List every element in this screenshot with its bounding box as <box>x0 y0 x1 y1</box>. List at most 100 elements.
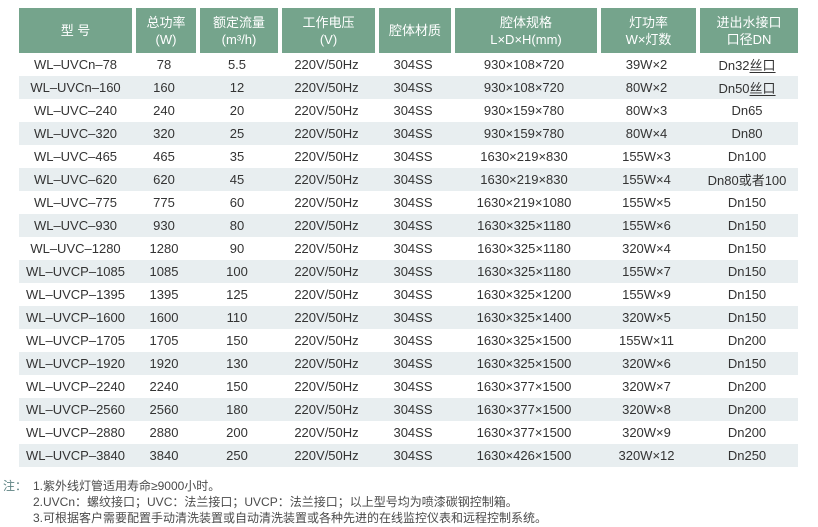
material-cell: 304SS <box>393 172 433 187</box>
dn-cell: Dn200 <box>696 329 798 352</box>
spec-cell: 1630×325×1180 <box>477 264 571 279</box>
table-row: WL–UVCP–1085 1085 100 220V/50Hz 304SS 16… <box>19 260 798 283</box>
material-cell: 304SS <box>393 425 433 440</box>
header-lamp-power: 灯功率 W×灯数 <box>597 8 696 53</box>
model-cell: WL–UVCn–160 <box>30 80 121 95</box>
model-cell: WL–UVC–775 <box>33 195 118 210</box>
power-cell: 1395 <box>149 287 179 302</box>
dn-cell: Dn80 <box>696 122 798 145</box>
table-row: WL–UVC–465 465 35 220V/50Hz 304SS 1630×2… <box>19 145 798 168</box>
voltage-cell: 220V/50Hz <box>294 425 359 440</box>
flow-cell: 12 <box>229 80 245 95</box>
voltage-cell: 220V/50Hz <box>294 264 359 279</box>
power-cell: 930 <box>153 218 175 233</box>
material-cell: 304SS <box>393 379 433 394</box>
power-cell: 320 <box>153 126 175 141</box>
dn-cell: Dn150 <box>696 283 798 306</box>
model-cell: WL–UVC–930 <box>33 218 118 233</box>
flow-cell: 5.5 <box>227 57 247 72</box>
dn-cell: Dn200 <box>696 375 798 398</box>
model-cell: WL–UVCP–1705 <box>26 333 125 348</box>
header-voltage-unit: (V) <box>319 31 338 47</box>
spec-cell: 1630×325×1180 <box>477 241 571 256</box>
voltage-cell: 220V/50Hz <box>294 149 359 164</box>
lamp-cell: 320W×5 <box>622 310 671 325</box>
dn-value: Dn50 <box>718 81 750 96</box>
dn-value: Dn80 <box>731 126 763 141</box>
model-cell: WL–UVCP–3840 <box>26 448 125 463</box>
dn-value: Dn150 <box>727 218 767 233</box>
lamp-cell: 80W×4 <box>625 126 668 141</box>
material-cell: 304SS <box>393 241 433 256</box>
spec-cell: 1630×377×1500 <box>476 425 572 440</box>
voltage-cell: 220V/50Hz <box>294 241 359 256</box>
table-row: WL–UVC–775 775 60 220V/50Hz 304SS 1630×2… <box>19 191 798 214</box>
footnotes: 注： 1.紫外线灯管适用寿命≥9000小时。 2.UVCn：螺纹接口；UVC：法… <box>3 479 813 527</box>
dn-cell: Dn32丝口 <box>696 53 798 76</box>
power-cell: 465 <box>153 149 175 164</box>
flow-cell: 90 <box>229 241 245 256</box>
table-row: WL–UVCP–2560 2560 180 220V/50Hz 304SS 16… <box>19 398 798 421</box>
material-cell: 304SS <box>393 195 433 210</box>
voltage-cell: 220V/50Hz <box>294 333 359 348</box>
model-cell: WL–UVCP–1085 <box>26 264 125 279</box>
model-cell: WL–UVCP–1600 <box>26 310 125 325</box>
table-row: WL–UVCP–2240 2240 150 220V/50Hz 304SS 16… <box>19 375 798 398</box>
lamp-cell: 155W×6 <box>622 218 671 233</box>
model-cell: WL–UVCP–1920 <box>26 356 125 371</box>
model-cell: WL–UVC–465 <box>33 149 118 164</box>
dn-value: Dn150 <box>727 241 767 256</box>
model-cell: WL–UVCn–78 <box>33 57 118 72</box>
notes-label: 注： <box>3 479 28 493</box>
flow-cell: 180 <box>226 402 248 417</box>
spec-table-body: WL–UVCn–78 78 5.5 220V/50Hz 304SS 930×10… <box>19 53 798 467</box>
header-chamber-size-label: 腔体规格 <box>499 14 552 30</box>
dn-cell: Dn150 <box>696 260 798 283</box>
material-cell: 304SS <box>393 126 433 141</box>
model-cell: WL–UVCP–2560 <box>26 402 125 417</box>
spec-cell: 1630×325×1400 <box>476 310 572 325</box>
voltage-cell: 220V/50Hz <box>294 126 359 141</box>
power-cell: 1920 <box>149 356 179 371</box>
table-row: WL–UVC–240 240 20 220V/50Hz 304SS 930×15… <box>19 99 798 122</box>
spec-cell: 1630×325×1180 <box>477 218 571 233</box>
spec-cell: 930×108×720 <box>483 80 565 95</box>
model-cell: WL–UVC–1280 <box>30 241 121 256</box>
table-row: WL–UVCP–1600 1600 110 220V/50Hz 304SS 16… <box>19 306 798 329</box>
table-row: WL–UVCn–78 78 5.5 220V/50Hz 304SS 930×10… <box>19 53 798 76</box>
dn-cell: Dn80或者100 <box>696 168 798 191</box>
power-cell: 1600 <box>149 310 179 325</box>
header-material-label: 腔体材质 <box>388 23 441 38</box>
voltage-cell: 220V/50Hz <box>294 172 359 187</box>
lamp-cell: 320W×9 <box>622 425 671 440</box>
dn-value: Dn250 <box>727 448 767 463</box>
dn-cell: Dn200 <box>696 398 798 421</box>
voltage-cell: 220V/50Hz <box>294 310 359 325</box>
dn-cell: Dn150 <box>696 237 798 260</box>
dn-value: Dn32 <box>718 58 750 73</box>
spec-cell: 1630×377×1500 <box>476 379 572 394</box>
material-cell: 304SS <box>393 103 433 118</box>
header-port-dn-unit: 口径DN <box>726 31 772 47</box>
table-row: WL–UVCP–2880 2880 200 220V/50Hz 304SS 16… <box>19 421 798 444</box>
spec-cell: 1630×219×1080 <box>476 195 572 210</box>
spec-cell: 930×159×780 <box>483 103 565 118</box>
spec-cell: 1630×325×1500 <box>476 356 572 371</box>
dn-value: Dn200 <box>727 425 767 440</box>
flow-cell: 20 <box>229 103 245 118</box>
flow-cell: 150 <box>226 333 248 348</box>
header-rated-flow: 额定流量 (m³/h) <box>196 8 278 53</box>
header-model-label: 型 号 <box>60 23 91 38</box>
voltage-cell: 220V/50Hz <box>294 57 359 72</box>
lamp-cell: 80W×2 <box>625 80 668 95</box>
lamp-cell: 155W×3 <box>622 149 671 164</box>
header-total-power: 总功率 (W) <box>132 8 196 53</box>
dn-cell: Dn65 <box>696 99 798 122</box>
voltage-cell: 220V/50Hz <box>294 287 359 302</box>
power-cell: 620 <box>153 172 175 187</box>
header-rated-flow-unit: (m³/h) <box>221 31 257 47</box>
material-cell: 304SS <box>393 264 433 279</box>
header-total-power-unit: (W) <box>155 31 177 47</box>
dn-value: Dn150 <box>727 356 767 371</box>
